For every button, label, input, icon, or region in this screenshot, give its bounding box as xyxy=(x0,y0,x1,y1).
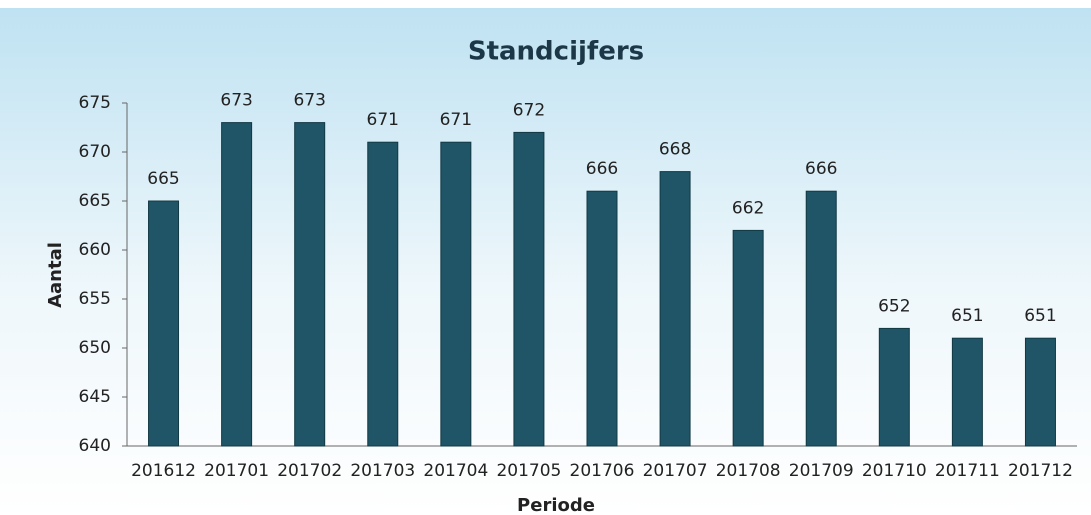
bar xyxy=(732,229,764,447)
x-tick-label: 201704 xyxy=(423,461,488,481)
y-tick-label: 670 xyxy=(79,142,111,162)
x-tick-label: 201710 xyxy=(862,461,927,481)
bar xyxy=(805,190,837,447)
bar xyxy=(148,200,180,447)
y-tick-label: 640 xyxy=(79,436,111,456)
x-axis-title: Periode xyxy=(517,495,595,515)
data-label: 673 xyxy=(220,91,252,111)
x-tick-label: 201702 xyxy=(277,461,342,481)
bar xyxy=(513,131,545,447)
data-label: 671 xyxy=(367,110,399,130)
bar xyxy=(294,122,326,447)
bar xyxy=(951,337,983,447)
bar xyxy=(878,327,910,447)
bar xyxy=(221,122,253,447)
data-label: 666 xyxy=(805,159,837,179)
data-label: 672 xyxy=(513,100,545,120)
data-label: 666 xyxy=(586,159,618,179)
y-tick-label: 655 xyxy=(79,289,111,309)
x-tick-label: 201701 xyxy=(204,461,269,481)
y-tick-label: 650 xyxy=(79,338,111,358)
x-tick-label: 201703 xyxy=(350,461,415,481)
data-label: 665 xyxy=(147,169,179,189)
x-tick-label: 201712 xyxy=(1008,461,1073,481)
data-label: 668 xyxy=(659,140,691,160)
x-tick-label: 201612 xyxy=(131,461,196,481)
data-label: 662 xyxy=(732,198,764,218)
y-tick-label: 675 xyxy=(79,93,111,113)
bar xyxy=(367,141,399,447)
x-tick-label: 201707 xyxy=(643,461,708,481)
x-tick-label: 201709 xyxy=(789,461,854,481)
data-label: 671 xyxy=(440,110,472,130)
y-tick-label: 645 xyxy=(79,387,111,407)
data-label: 651 xyxy=(951,306,983,326)
data-label: 651 xyxy=(1024,306,1056,326)
chart-title: Standcijfers xyxy=(468,37,644,67)
bar xyxy=(659,171,691,447)
x-tick-label: 201706 xyxy=(570,461,635,481)
data-label: 673 xyxy=(293,91,325,111)
x-tick-label: 201711 xyxy=(935,461,1000,481)
x-tick-label: 201708 xyxy=(716,461,781,481)
bar xyxy=(440,141,472,447)
x-tick-label: 201705 xyxy=(496,461,561,481)
y-axis-title: Aantal xyxy=(45,242,66,308)
y-tick-label: 665 xyxy=(79,191,111,211)
bar xyxy=(1024,337,1056,447)
data-label: 652 xyxy=(878,296,910,316)
bar xyxy=(586,190,618,447)
y-tick-label: 660 xyxy=(79,240,111,260)
